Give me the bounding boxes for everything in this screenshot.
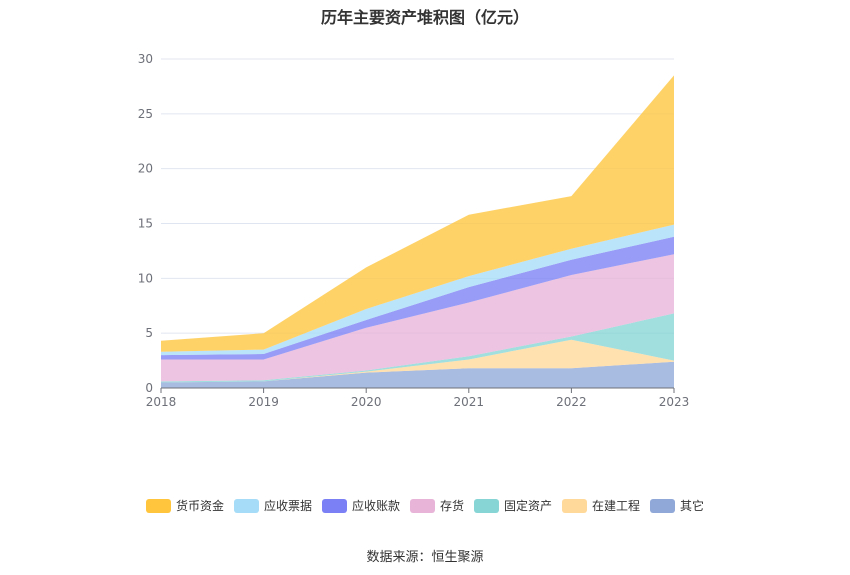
x-tick-label: 2019 [248,395,279,409]
legend-swatch [233,498,259,513]
x-tick-label: 2021 [454,395,485,409]
x-tick-label: 2018 [146,395,177,409]
legend-item[interactable]: 应收账款 [321,497,400,514]
area-series-layer [161,75,674,388]
x-tick-label: 2022 [556,395,587,409]
area-其它 [161,361,674,388]
legend-swatch [321,498,347,513]
y-tick-label: 30 [138,52,153,66]
legend-label: 固定资产 [504,499,553,513]
chart-title: 历年主要资产堆积图（亿元） [320,8,529,27]
y-tick-label: 20 [138,162,153,176]
legend-label: 应收票据 [263,499,312,513]
legend-label: 在建工程 [592,499,641,513]
legend-swatch [145,498,171,513]
x-tick-label: 2020 [351,395,382,409]
legend-swatch [562,498,588,513]
area-应收票据 [161,224,674,356]
y-tick-label: 25 [138,107,153,121]
y-tick-label: 5 [145,326,153,340]
legend-item[interactable]: 存货 [409,497,464,514]
legend-item[interactable]: 货币资金 [145,497,224,514]
y-tick-label: 15 [138,217,153,231]
area-应收账款 [161,236,674,360]
area-在建工程 [161,339,674,383]
axes: 0 5 10 15 20 25 30 2018 2019 2020 2021 2022 2023 [138,52,690,409]
y-tick-label: 0 [145,381,153,395]
area-货币资金 [161,75,674,352]
legend-item[interactable]: 在建工程 [562,497,640,514]
legend-label: 存货 [439,499,464,513]
legend-item[interactable]: 应收票据 [233,497,312,514]
legend-swatch [474,498,499,513]
area-存货 [161,254,674,382]
legend-swatch [650,498,676,513]
legend-swatch [409,498,435,513]
legend-label: 货币资金 [175,499,224,513]
legend: 货币资金 应收票据 应收账款 存货 固定资产 在建工程 其它 [0,497,850,514]
legend-item[interactable]: 固定资产 [474,497,552,514]
y-tick-label: 10 [138,271,153,285]
x-tick-label: 2023 [659,395,690,409]
legend-item[interactable]: 其它 [650,497,704,514]
legend-label: 应收账款 [351,499,400,513]
source-note: 数据来源：恒生聚源 [366,550,484,565]
legend-label: 其它 [680,499,705,513]
